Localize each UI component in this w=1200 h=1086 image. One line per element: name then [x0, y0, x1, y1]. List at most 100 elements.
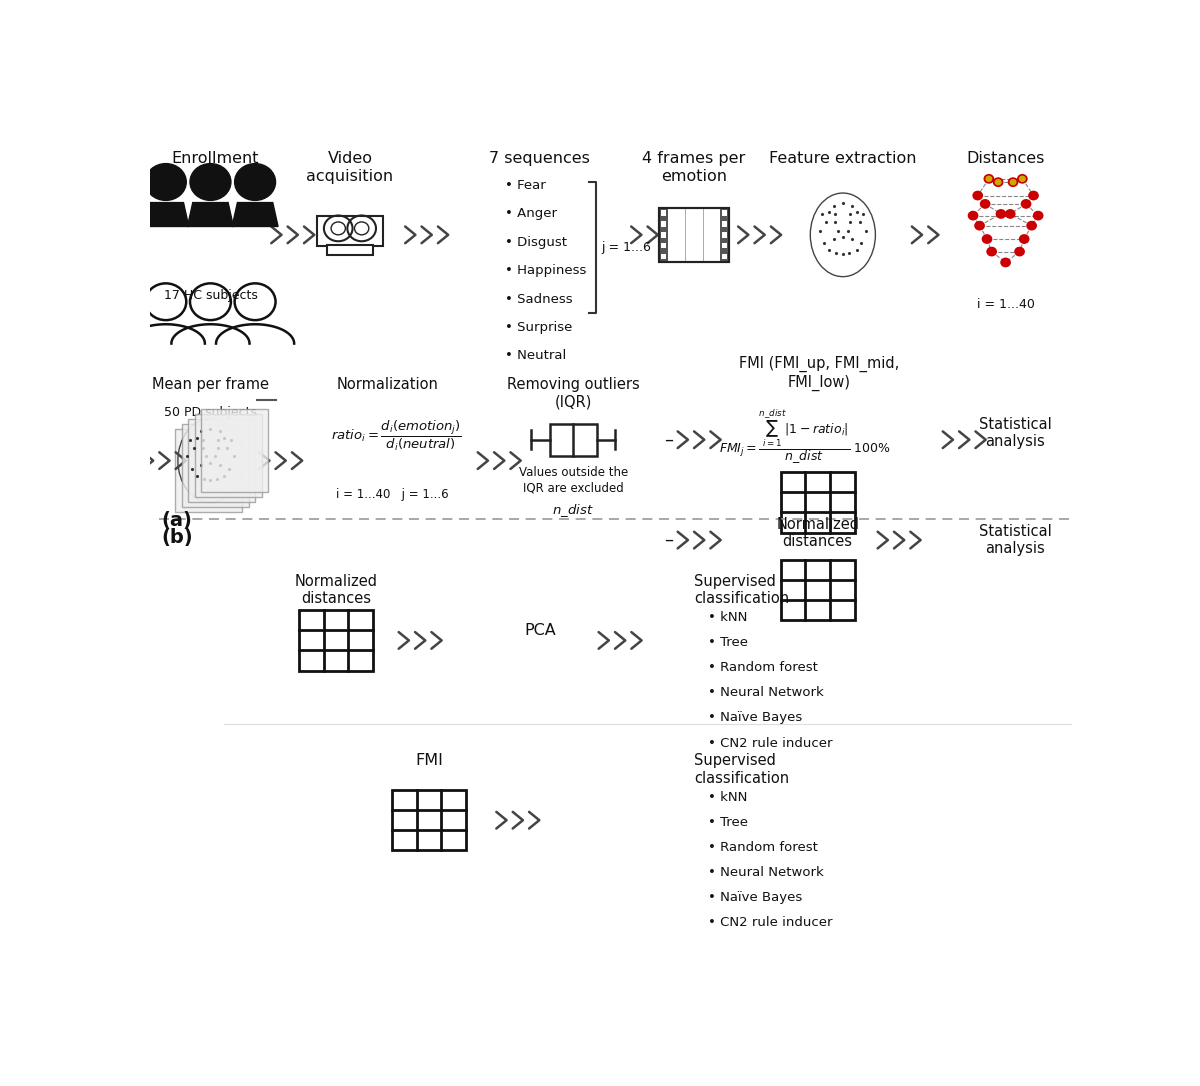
- Text: Supervised
classification: Supervised classification: [694, 573, 790, 606]
- Circle shape: [974, 222, 984, 230]
- Text: 4 frames per
emotion: 4 frames per emotion: [642, 151, 745, 184]
- Bar: [661, 222, 666, 227]
- Circle shape: [1020, 176, 1025, 181]
- Bar: [661, 232, 666, 238]
- Text: Statistical
analysis: Statistical analysis: [978, 417, 1051, 450]
- Text: (b): (b): [161, 528, 193, 546]
- Circle shape: [983, 235, 991, 243]
- Text: • Tree: • Tree: [708, 816, 748, 829]
- Bar: [175, 429, 242, 513]
- Text: • CN2 rule inducer: • CN2 rule inducer: [708, 736, 833, 749]
- Text: Normalized
distances: Normalized distances: [776, 517, 859, 550]
- Bar: [661, 254, 666, 260]
- Circle shape: [1015, 248, 1025, 255]
- Circle shape: [1033, 212, 1043, 219]
- Circle shape: [1018, 175, 1027, 184]
- Text: Supervised
classification: Supervised classification: [694, 754, 790, 785]
- Circle shape: [1010, 179, 1016, 185]
- Circle shape: [235, 164, 276, 201]
- Bar: [780, 472, 854, 532]
- Text: Normalization: Normalization: [336, 377, 438, 392]
- Bar: [661, 243, 666, 249]
- Text: –: –: [665, 431, 673, 449]
- Circle shape: [984, 175, 994, 184]
- Text: • Neutral: • Neutral: [505, 350, 566, 363]
- Bar: [181, 424, 248, 507]
- Bar: [317, 216, 383, 245]
- Bar: [721, 232, 727, 238]
- Text: • kNN: • kNN: [708, 791, 748, 804]
- Circle shape: [1027, 222, 1037, 230]
- Bar: [299, 610, 373, 670]
- Text: FMI (FMI_up, FMI_mid,
FMI_low): FMI (FMI_up, FMI_mid, FMI_low): [739, 356, 900, 391]
- Text: • Tree: • Tree: [708, 636, 748, 649]
- Text: 17 HC subjects: 17 HC subjects: [163, 289, 257, 302]
- Bar: [780, 560, 854, 620]
- Text: PCA: PCA: [524, 623, 557, 637]
- Circle shape: [1006, 210, 1015, 218]
- Text: IQR are excluded: IQR are excluded: [523, 481, 624, 494]
- Bar: [391, 791, 467, 850]
- Text: • Happiness: • Happiness: [505, 264, 587, 277]
- Text: Removing outliers
(IQR): Removing outliers (IQR): [506, 377, 640, 409]
- Text: • Neural Network: • Neural Network: [708, 686, 823, 699]
- Text: Distances: Distances: [966, 151, 1045, 166]
- Text: i = 1...40: i = 1...40: [977, 298, 1034, 311]
- Circle shape: [1021, 200, 1031, 209]
- Text: Statistical
analysis: Statistical analysis: [978, 523, 1051, 556]
- Text: i = 1...40   j = 1...6: i = 1...40 j = 1...6: [336, 489, 449, 502]
- Text: 50 PD subjects: 50 PD subjects: [164, 406, 257, 419]
- Bar: [721, 254, 727, 260]
- Bar: [661, 211, 666, 216]
- Text: FMI: FMI: [415, 754, 443, 768]
- Text: • Anger: • Anger: [505, 207, 557, 220]
- Text: • kNN: • kNN: [708, 611, 748, 624]
- Bar: [721, 222, 727, 227]
- Polygon shape: [187, 203, 234, 227]
- Bar: [188, 419, 256, 503]
- Text: Video
acquisition: Video acquisition: [306, 151, 394, 184]
- Bar: [328, 244, 373, 255]
- Text: • Fear: • Fear: [505, 179, 546, 192]
- Text: • Random forest: • Random forest: [708, 661, 818, 674]
- Text: Feature extraction: Feature extraction: [769, 151, 917, 166]
- Circle shape: [1008, 178, 1018, 187]
- Circle shape: [980, 200, 990, 209]
- Circle shape: [968, 212, 978, 219]
- Bar: [659, 207, 728, 262]
- Polygon shape: [232, 203, 278, 227]
- Text: j = 1...6: j = 1...6: [601, 241, 650, 254]
- Circle shape: [996, 210, 1006, 218]
- Bar: [550, 424, 596, 456]
- Circle shape: [1001, 258, 1010, 267]
- Polygon shape: [143, 203, 188, 227]
- Text: • Neural Network: • Neural Network: [708, 867, 823, 880]
- Text: • Disgust: • Disgust: [505, 236, 568, 249]
- Text: –: –: [665, 531, 673, 550]
- Text: Values outside the: Values outside the: [518, 467, 628, 480]
- Text: (a): (a): [161, 510, 192, 530]
- Text: • Naïve Bayes: • Naïve Bayes: [708, 892, 803, 905]
- Bar: [721, 243, 727, 249]
- Circle shape: [973, 191, 983, 200]
- Circle shape: [994, 178, 1003, 187]
- Bar: [720, 207, 728, 262]
- Bar: [721, 211, 727, 216]
- Text: $\mathit{n\_dist}$: $\mathit{n\_dist}$: [552, 503, 594, 519]
- Text: 7 sequences: 7 sequences: [490, 151, 590, 166]
- Text: • CN2 rule inducer: • CN2 rule inducer: [708, 917, 833, 930]
- Text: • Naïve Bayes: • Naïve Bayes: [708, 711, 803, 724]
- Text: $ratio_i = \dfrac{d_i(emotion_j)}{d_i(neutral)}$: $ratio_i = \dfrac{d_i(emotion_j)}{d_i(ne…: [331, 418, 462, 453]
- Bar: [202, 408, 268, 492]
- Text: • Sadness: • Sadness: [505, 292, 572, 305]
- Text: $FMI_j = \dfrac{\sum_{i=1}^{n\_dist}|1-ratio_i|}{n\_dist}\ 100\%$: $FMI_j = \dfrac{\sum_{i=1}^{n\_dist}|1-r…: [719, 407, 890, 466]
- Circle shape: [190, 164, 230, 201]
- Bar: [194, 414, 262, 497]
- Text: • Surprise: • Surprise: [505, 321, 572, 334]
- Text: Mean per frame: Mean per frame: [152, 377, 269, 392]
- Circle shape: [995, 179, 1001, 185]
- Text: Normalized
distances: Normalized distances: [294, 573, 378, 606]
- Circle shape: [1020, 235, 1028, 243]
- Circle shape: [1028, 191, 1038, 200]
- Circle shape: [145, 164, 186, 201]
